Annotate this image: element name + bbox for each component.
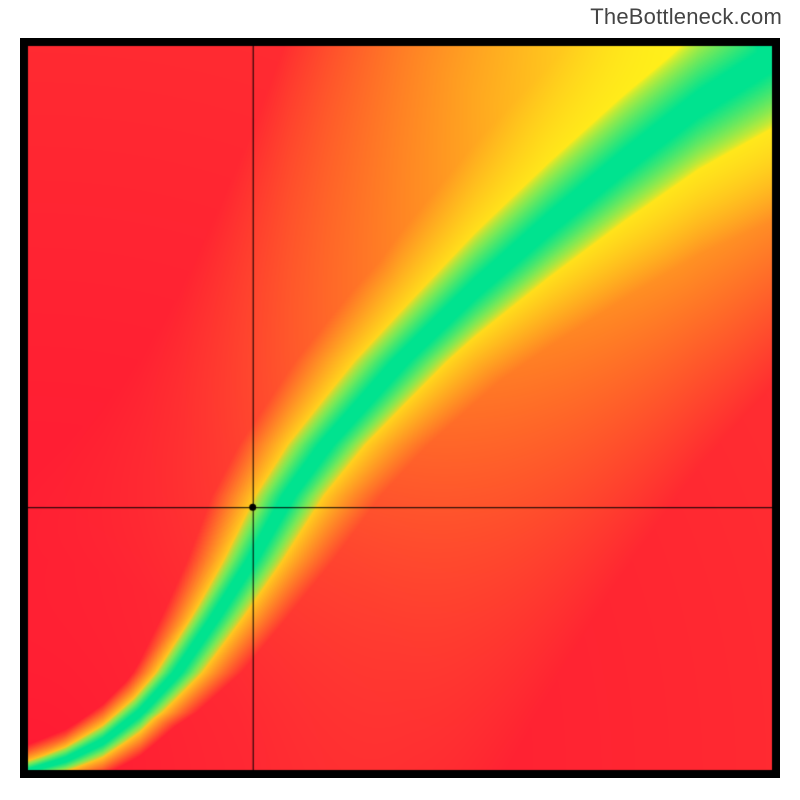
chart-container: TheBottleneck.com bbox=[0, 0, 800, 800]
heatmap-canvas bbox=[20, 38, 780, 778]
heatmap-plot bbox=[20, 38, 780, 778]
watermark-label: TheBottleneck.com bbox=[590, 4, 782, 30]
